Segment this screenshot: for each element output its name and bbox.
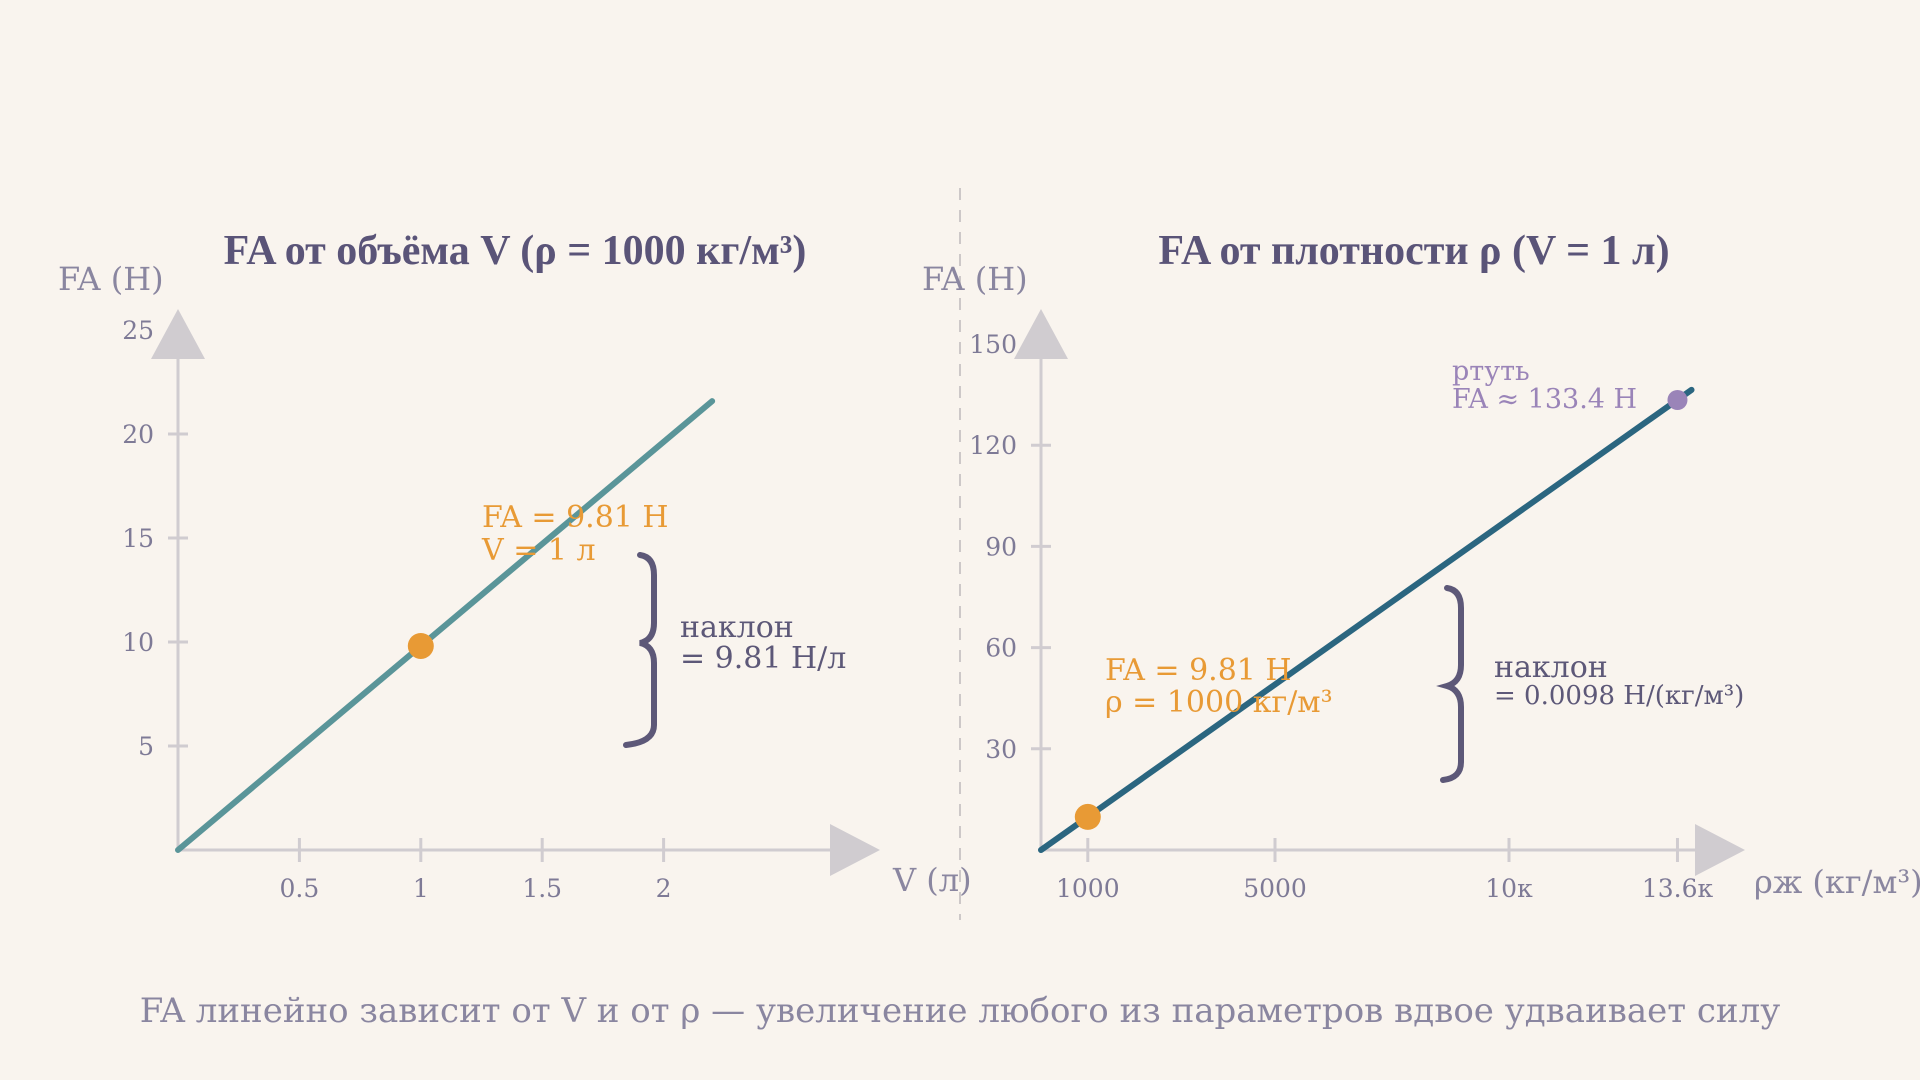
right-x-axis-label: ρж (кг/м³) (1754, 863, 1920, 901)
left-series-line (175, 398, 716, 853)
right-highlight-point (1074, 803, 1101, 830)
left-x-tick-label: 1 (413, 874, 429, 903)
mercury-annotation-line2: FA ≈ 133.4 Н (1452, 384, 1637, 415)
left-y-tick-label: 20 (122, 420, 154, 449)
left-y-tick-label: 25 (122, 316, 154, 345)
left-highlight-point (407, 632, 434, 659)
left-chart: FA (Н) V (л) 5 10 15 20 25 0.5 1 1.5 2 FA = 9.81… (58, 260, 972, 903)
right-slope-annotation-line1: наклон (1494, 650, 1608, 685)
left-y-tick-label: 10 (122, 628, 154, 657)
right-y-tick-label: 90 (985, 532, 1017, 561)
left-x-tick-label: 2 (656, 874, 672, 903)
right-x-tick-label: 10к (1485, 874, 1533, 903)
mercury-annotation-line1: ртуть (1452, 356, 1530, 387)
right-chart: FA (Н) ρж (кг/м³) 30 60 90 120 150 1000 5000 10… (922, 260, 1920, 903)
left-y-axis-arrow (151, 309, 205, 359)
right-y-tick-label: 60 (985, 634, 1017, 663)
footer-caption: FA линейно зависит от V и от ρ — увеличе… (140, 991, 1780, 1031)
right-x-tick-label: 1000 (1056, 874, 1120, 903)
left-y-tick-label: 15 (122, 524, 154, 553)
left-y-tick-label: 5 (138, 732, 154, 761)
right-slope-annotation-line2: = 0.0098 Н/(кг/м³) (1494, 681, 1744, 711)
left-slope-brace (623, 552, 657, 748)
right-point-annotation-line1: FA = 9.81 Н (1105, 653, 1292, 688)
left-point-annotation-line2: V = 1 л (481, 533, 596, 568)
right-y-tick-label: 30 (985, 735, 1017, 764)
left-point-annotation-line1: FA = 9.81 Н (482, 500, 669, 535)
right-x-axis-arrow (1695, 824, 1745, 876)
right-series-line (1038, 386, 1695, 853)
right-y-axis-label: FA (Н) (922, 260, 1028, 298)
left-slope-annotation-line1: наклон (680, 610, 794, 645)
right-chart-title: FA от плотности ρ (V = 1 л) (1158, 228, 1669, 274)
mercury-point (1667, 389, 1688, 410)
left-chart-title: FA от объёма V (ρ = 1000 кг/м³) (224, 228, 807, 274)
right-y-tick-label: 120 (969, 431, 1017, 460)
right-point-annotation-line2: ρ = 1000 кг/м³ (1105, 685, 1333, 720)
right-y-axis-arrow (1014, 309, 1068, 359)
left-y-axis-label: FA (Н) (58, 260, 164, 298)
left-slope-annotation-line2: = 9.81 Н/л (680, 641, 846, 676)
right-slope-brace (1436, 585, 1464, 783)
left-x-axis-label: V (л) (892, 861, 972, 899)
left-x-axis-arrow (830, 824, 880, 876)
right-x-tick-label: 13.6к (1642, 874, 1714, 903)
right-x-tick-label: 5000 (1243, 874, 1307, 903)
left-x-tick-label: 1.5 (522, 874, 562, 903)
left-x-tick-label: 0.5 (280, 874, 320, 903)
right-y-tick-label: 150 (969, 330, 1017, 359)
